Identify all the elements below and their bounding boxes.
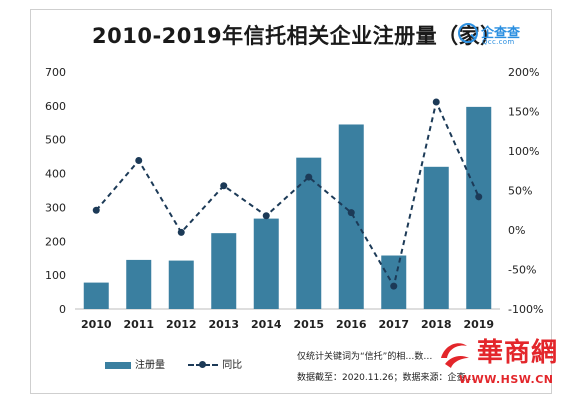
yoy-point (347, 209, 355, 217)
x-axis-ticks: 2010 2011 2012 2013 2014 2015 2016 2017 2018 2019 (81, 318, 494, 331)
yoy-point (92, 206, 100, 214)
x-tick-label: 2018 (421, 318, 452, 331)
yoy-point (177, 228, 185, 236)
y-left-tick-label: 600 (45, 100, 66, 113)
y-right-tick-label: 0% (508, 224, 525, 237)
x-tick-label: 2016 (336, 318, 367, 331)
y-left-tick-label: 300 (45, 201, 66, 214)
yoy-point (390, 282, 398, 290)
y-left-tick-label: 200 (45, 235, 66, 248)
y-right-tick-label: 200% (508, 66, 539, 79)
x-tick-label: 2019 (463, 318, 494, 331)
logo-name: 企查查 (481, 26, 521, 41)
magnifier-icon (458, 23, 478, 43)
yoy-line-series (92, 98, 483, 290)
y-left-tick-label: 700 (45, 66, 66, 79)
watermark-url: WWW.HSW.CN (459, 373, 554, 386)
y-right-tick-label: -50% (508, 264, 536, 277)
legend-bar-label: 注册量 (135, 360, 165, 371)
x-tick-label: 2010 (81, 318, 112, 331)
y-left-tick-label: 400 (45, 168, 66, 181)
x-tick-label: 2012 (166, 318, 197, 331)
yoy-point (432, 98, 440, 106)
y-right-tick-label: 50% (508, 185, 532, 198)
yoy-line (95, 98, 480, 289)
x-tick-label: 2014 (251, 318, 282, 331)
yoy-point (220, 182, 228, 190)
bar (296, 157, 322, 309)
y-right-tick-label: -100% (508, 303, 543, 316)
bar (211, 233, 237, 309)
hsw-swirl-icon (441, 343, 469, 368)
watermark-name: 華商網 (477, 338, 559, 368)
note-keyword-text: 仅统计关键词为“信托”的相… (297, 352, 415, 362)
note-source: 数据截至：2020.11.26；数据来源：企查… (297, 373, 475, 383)
bar-series (83, 106, 492, 309)
x-tick-label: 2015 (293, 318, 324, 331)
y-left-tick-label: 100 (45, 269, 66, 282)
bar (253, 218, 279, 309)
bar (423, 166, 449, 309)
y-axis-right: -100% -50% 0% 50% 100% 150% 200% (508, 66, 543, 316)
bar (381, 255, 407, 309)
x-tick-label: 2017 (378, 318, 409, 331)
logo-url: Qcc.com (482, 38, 515, 46)
y-right-tick-label: 100% (508, 145, 539, 158)
legend-line-label: 同比 (222, 360, 243, 371)
yoy-point (475, 193, 483, 201)
qcc-logo: 企查查 Qcc.com (458, 22, 538, 50)
bar (168, 260, 194, 309)
chart-title: 2010-2019年信托相关企业注册量（家） (92, 24, 502, 48)
x-tick-label: 2011 (123, 318, 154, 331)
yoy-point (305, 173, 313, 181)
legend: 注册量 同比 (105, 356, 242, 371)
legend-bar-swatch (105, 361, 131, 369)
chart-frame (30, 9, 552, 394)
bar (126, 259, 152, 309)
hsw-watermark: 華商網 WWW.HSW.CN (437, 332, 572, 394)
bar (338, 124, 364, 309)
y-left-tick-label: 500 (45, 134, 66, 147)
note-keyword-tail: 数… (414, 352, 433, 362)
legend-line-swatch (188, 361, 219, 369)
x-tick-label: 2013 (208, 318, 239, 331)
y-left-tick-label: 0 (59, 303, 66, 316)
bar (466, 106, 492, 309)
yoy-point (135, 156, 143, 164)
yoy-point (262, 212, 270, 220)
y-right-tick-label: 150% (508, 106, 539, 119)
bar (83, 282, 109, 309)
note-keyword: 仅统计关键词为“信托”的相…数… (297, 349, 432, 362)
y-axis-left: 0 100 200 300 400 500 600 700 (45, 66, 66, 316)
